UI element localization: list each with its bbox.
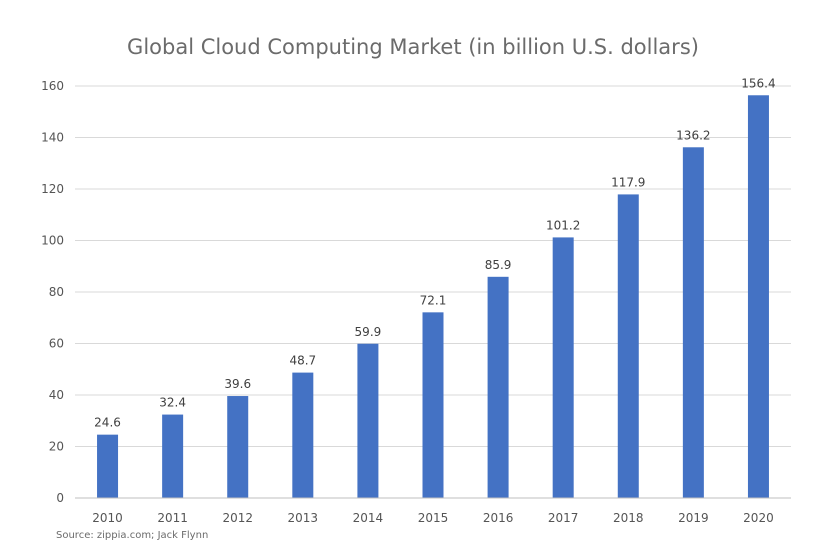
y-tick-label: 100 [41,234,64,248]
bar-2018 [617,194,639,498]
y-tick-label: 160 [41,79,64,93]
x-tick-label-2016: 2016 [483,511,514,525]
x-tick-label-2010: 2010 [92,511,123,525]
bar-2011 [162,414,184,498]
data-labels: 24.6 32.4 39.6 48.7 59.9 72.1 85.9 101.2 117.9 13… [94,76,775,429]
bar-2019 [682,147,704,498]
data-label-2014: 59.9 [355,325,382,339]
bar-2010 [97,434,119,498]
x-tick-label-2013: 2013 [288,511,319,525]
y-axis-tick-labels: 0 20 40 60 80 100 120 140 160 [41,79,64,505]
y-tick-label: 40 [49,388,64,402]
bars [97,95,769,499]
bar-2014 [357,343,379,498]
x-tick-label-2012: 2012 [222,511,253,525]
data-label-2011: 32.4 [159,396,186,410]
data-label-2015: 72.1 [420,293,447,307]
x-tick-label-2015: 2015 [418,511,449,525]
x-tick-label-2018: 2018 [613,511,644,525]
data-label-2012: 39.6 [224,377,251,391]
bar-2012 [227,396,249,498]
x-axis-tick-labels: 2010 2011 2012 2013 2014 2015 2016 2017 2018 2019… [92,511,773,525]
x-tick-label-2011: 2011 [157,511,188,525]
chart-title: Global Cloud Computing Market (in billio… [127,35,699,59]
y-tick-label: 60 [49,337,64,351]
data-label-2018: 117.9 [611,175,645,189]
data-label-2019: 136.2 [676,128,710,142]
bar-2017 [552,237,574,498]
x-tick-label-2020: 2020 [743,511,774,525]
data-label-2017: 101.2 [546,218,580,232]
y-tick-label: 0 [56,491,64,505]
y-tick-label: 80 [49,285,64,299]
x-tick-label-2014: 2014 [353,511,384,525]
x-tick-label-2019: 2019 [678,511,709,525]
bar-2013 [292,372,314,498]
y-tick-label: 140 [41,131,64,145]
x-tick-label-2017: 2017 [548,511,579,525]
bar-2020 [747,95,769,499]
y-tick-label: 120 [41,182,64,196]
data-label-2010: 24.6 [94,416,121,430]
bar-2015 [422,312,444,498]
bar-2016 [487,276,509,498]
data-label-2016: 85.9 [485,258,512,272]
data-label-2013: 48.7 [289,354,316,368]
data-label-2020: 156.4 [741,76,775,90]
source-note: Source: zippia.com; Jack Flynn [56,530,209,541]
y-tick-label: 20 [49,440,64,454]
